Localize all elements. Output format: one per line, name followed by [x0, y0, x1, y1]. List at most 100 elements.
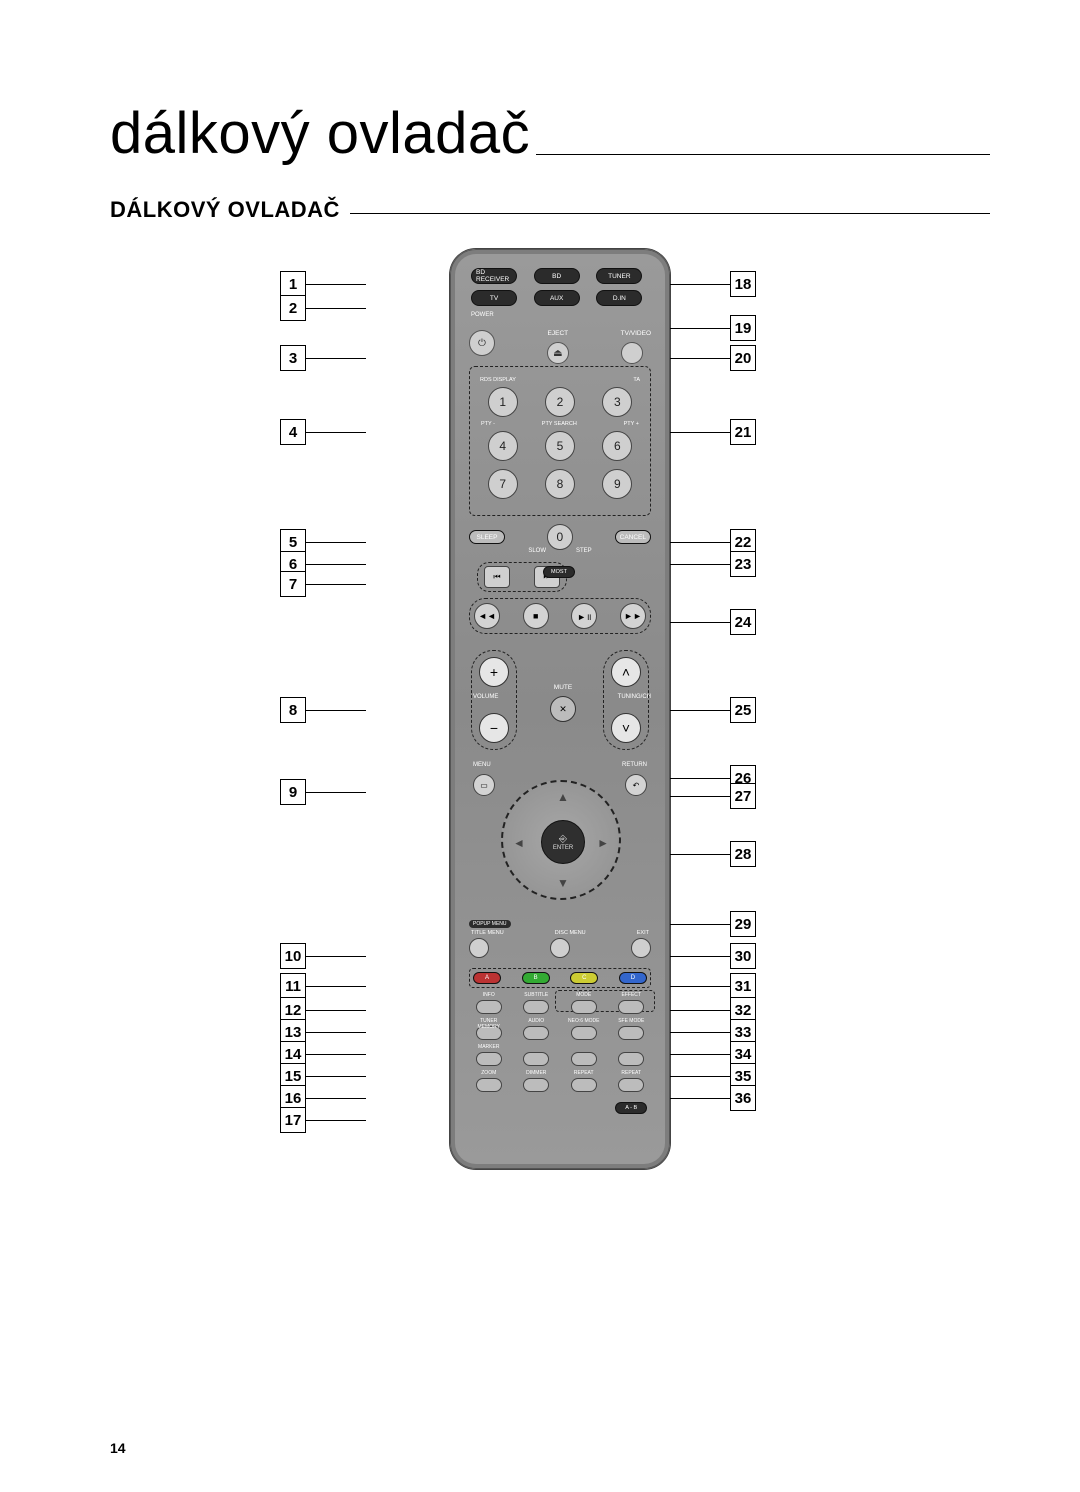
mute-button: ✕: [550, 696, 576, 722]
bgrid-4-0: [469, 1096, 509, 1114]
callout-right-30: 30: [670, 943, 756, 969]
callout-left-8: 8: [280, 697, 366, 723]
bgrid-3-3: REPEAT: [612, 1070, 652, 1092]
btn-bdreceiver: BD RECEIVER: [471, 268, 517, 284]
ta-label: TA: [633, 377, 640, 383]
callout-right-20: 20: [670, 345, 756, 371]
skip-back: ⏮: [484, 566, 510, 588]
titlemenu-label: TITLE MENU: [471, 930, 504, 936]
btn-bd: BD: [534, 268, 580, 284]
dpad-up: ▲: [557, 790, 569, 804]
rds-label: RDS DISPLAY: [480, 377, 516, 383]
slow-label: SLOW: [528, 548, 546, 554]
callout-right-31: 31: [670, 973, 756, 999]
bgrid-1-1: AUDIO: [517, 1018, 557, 1040]
bgrid-3-2: REPEAT: [564, 1070, 604, 1092]
popup-menu-label: POPUP MENU: [469, 920, 511, 928]
power-label: POWER: [471, 312, 494, 318]
num-4: 4: [488, 431, 518, 461]
most-button: MOST: [543, 566, 575, 578]
dpad-down: ▼: [557, 876, 569, 890]
callout-right-24: 24: [670, 609, 756, 635]
callout-left-11: 11: [280, 973, 366, 999]
btn-d: D: [619, 972, 647, 984]
callout-left-3: 3: [280, 345, 366, 371]
discmenu-button: [550, 938, 570, 958]
num-7: 7: [488, 469, 518, 499]
play-pause: ►॥: [571, 603, 597, 629]
bgrid-0-2: MODE: [564, 992, 604, 1014]
popup-row: POPUP MENU TITLE MENU DISC MENU EXIT: [469, 912, 651, 958]
callout-left-7: 7: [280, 571, 366, 597]
callout-left-9: 9: [280, 779, 366, 805]
bgrid-4-2: [564, 1096, 604, 1114]
exit-label: EXIT: [637, 930, 649, 936]
btn-c: C: [570, 972, 598, 984]
bgrid-2-0: MARKER: [469, 1044, 509, 1066]
menu-button: ▭: [473, 774, 495, 796]
callout-left-17: 17: [280, 1107, 366, 1133]
btn-aux: AUX: [534, 290, 580, 306]
callout-left-1: 1: [280, 271, 366, 297]
remote-diagram: BD RECEIVER BD TUNER TV AUX D.IN POWER ⏻…: [110, 249, 990, 1249]
btn-b: B: [522, 972, 550, 984]
page-title: dálkový ovladač: [110, 100, 530, 167]
color-buttons: A B C D: [469, 968, 651, 988]
bgrid-3-1: DIMMER: [517, 1070, 557, 1092]
tuning-column: ˄ ˅: [603, 650, 649, 750]
discmenu-label: DISC MENU: [555, 930, 586, 936]
btn-tuner: TUNER: [596, 268, 642, 284]
bottom-grid: INFOSUBTITLEMODEEFFECTTUNER MEMORYAUDION…: [469, 992, 651, 1114]
tune-up: ˄: [611, 657, 641, 687]
power-button: ⏻: [469, 330, 495, 356]
subtitle-rule: [350, 213, 990, 214]
bgrid-2-1: [517, 1044, 557, 1066]
callout-left-4: 4: [280, 419, 366, 445]
callout-right-23: 23: [670, 551, 756, 577]
callout-left-10: 10: [280, 943, 366, 969]
bgrid-0-3: EFFECT: [612, 992, 652, 1014]
callout-right-18: 18: [670, 271, 756, 297]
bgrid-3-0: ZOOM: [469, 1070, 509, 1092]
subtitle: DÁLKOVÝ OVLADAČ: [110, 197, 340, 223]
enter-button: ⎆ ENTER: [541, 820, 585, 864]
sleep-button: SLEEP: [469, 530, 505, 544]
num-6: 6: [602, 431, 632, 461]
cancel-button: CANCEL: [615, 530, 651, 544]
bgrid-0-0: INFO: [469, 992, 509, 1014]
callout-right-21: 21: [670, 419, 756, 445]
forward: ►►: [620, 603, 646, 629]
volume-column: + −: [471, 650, 517, 750]
num-3: 3: [602, 387, 632, 417]
volume-zone: + − VOLUME MUTE ✕ TUNING/CH ˄ ˅: [471, 650, 649, 750]
callout-right-25: 25: [670, 697, 756, 723]
bgrid-2-3: [612, 1044, 652, 1066]
return-button: ↶: [625, 774, 647, 796]
num-1: 1: [488, 387, 518, 417]
btn-a: A: [473, 972, 501, 984]
dpad-left: ◄: [513, 836, 525, 850]
pty-minus: PTY -: [481, 421, 495, 427]
pty-search: PTY SEARCH: [542, 421, 577, 427]
transport-play: ◄◄ ■ ►॥ ►►: [469, 598, 651, 634]
btn-din: D.IN: [596, 290, 642, 306]
vol-down: −: [479, 713, 509, 743]
stop: ■: [523, 603, 549, 629]
remote-body: BD RECEIVER BD TUNER TV AUX D.IN POWER ⏻…: [450, 249, 670, 1169]
volume-label: VOLUME: [473, 694, 498, 700]
number-pad-zone: RDS DISPLAY TA 1 2 3 PTY - PTY SEARCH PT…: [469, 366, 651, 516]
callout-right-19: 19: [670, 315, 756, 341]
page-number: 14: [110, 1440, 126, 1456]
step-label: STEP: [576, 548, 592, 554]
sleep-zero-cancel: SLEEP 0 CANCEL: [469, 524, 651, 550]
bgrid-4-1: [517, 1096, 557, 1114]
num-5: 5: [545, 431, 575, 461]
return-label: RETURN: [622, 762, 647, 768]
num-0: 0: [547, 524, 573, 550]
callout-right-28: 28: [670, 841, 756, 867]
callout-right-36: 36: [670, 1085, 756, 1111]
mute-label: MUTE: [554, 684, 572, 691]
bgrid-4-3: A - B: [612, 1096, 652, 1114]
callout-right-29: 29: [670, 911, 756, 937]
btn-tv: TV: [471, 290, 517, 306]
